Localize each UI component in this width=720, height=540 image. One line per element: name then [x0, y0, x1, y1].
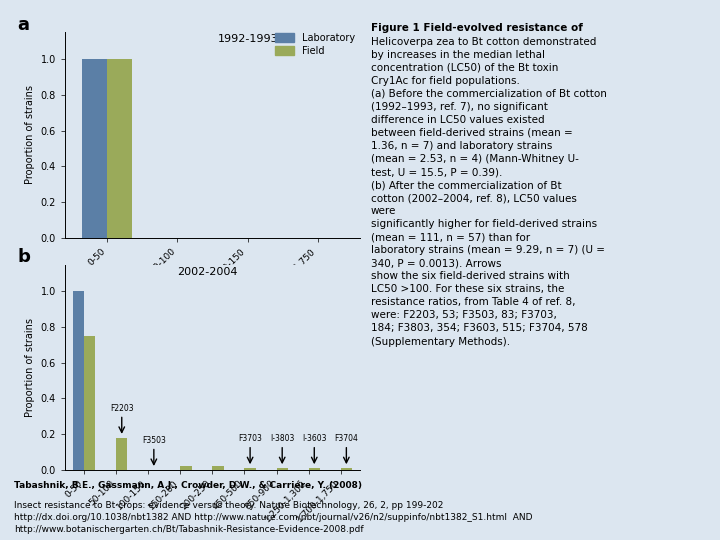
Bar: [276, 468, 288, 470]
Text: Figure 1 Field-evolved resistance of: Figure 1 Field-evolved resistance of: [371, 23, 582, 33]
Y-axis label: Proportion of strains: Proportion of strains: [25, 318, 35, 417]
Bar: [73, 292, 84, 470]
Text: Insect resistance to Bt crops: evidence versus theory. Nature Biotechnology, 26,: Insect resistance to Bt crops: evidence …: [14, 501, 533, 534]
Bar: [245, 468, 256, 470]
Bar: [82, 59, 107, 238]
Text: F3503: F3503: [142, 436, 166, 445]
Bar: [107, 59, 132, 238]
Text: I-3803: I-3803: [270, 434, 294, 443]
Legend: Laboratory, Field: Laboratory, Field: [275, 33, 355, 56]
Bar: [180, 466, 192, 470]
Bar: [116, 438, 127, 470]
Text: a: a: [17, 16, 30, 34]
Text: 2002-2004: 2002-2004: [177, 267, 238, 276]
Bar: [341, 468, 352, 470]
Text: 1992-1993: 1992-1993: [218, 35, 279, 44]
Text: F3703: F3703: [238, 434, 262, 443]
Bar: [84, 336, 95, 470]
Text: Tabashnik, B.E., Gassmann, A.J., Crowder, D.W., & Carriére, Y. (2008): Tabashnik, B.E., Gassmann, A.J., Crowder…: [14, 481, 362, 490]
Bar: [212, 466, 224, 470]
Bar: [309, 468, 320, 470]
Text: b: b: [17, 248, 30, 266]
Text: F3704: F3704: [334, 434, 359, 443]
Text: F2203: F2203: [110, 404, 134, 413]
Text: Helicoverpa zea to Bt cotton demonstrated
by increases in the median lethal
conc: Helicoverpa zea to Bt cotton demonstrate…: [371, 37, 606, 347]
Text: I-3603: I-3603: [302, 434, 327, 443]
Y-axis label: Proportion of strains: Proportion of strains: [25, 85, 35, 185]
